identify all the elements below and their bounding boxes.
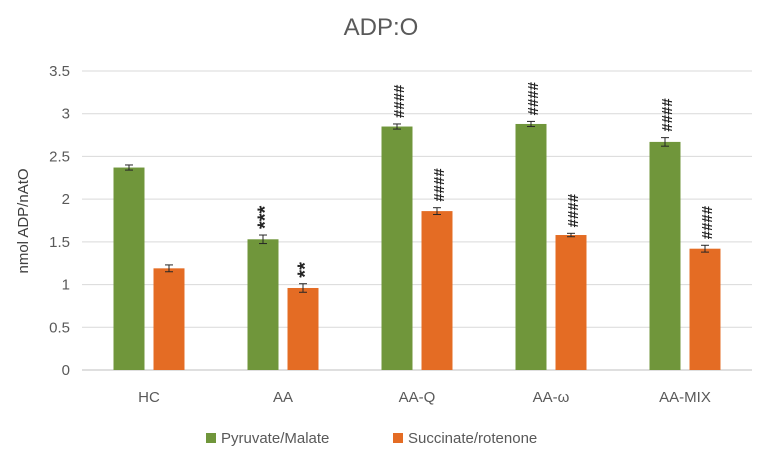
y-axis-ticks: 0 0.5 1 1.5 2 2.5 3 3.5 — [49, 63, 70, 379]
significance-annotation: #### — [525, 81, 542, 115]
bar — [421, 211, 453, 370]
bar — [515, 123, 547, 370]
x-category-label: AA — [273, 389, 293, 406]
bars: *****######################## — [113, 81, 721, 371]
significance-annotation: ** — [294, 262, 316, 278]
bar — [287, 287, 319, 370]
y-tick-label: 3.5 — [49, 63, 70, 80]
legend-swatch — [393, 433, 403, 443]
bar — [381, 126, 413, 371]
significance-annotation: *** — [254, 205, 276, 229]
y-tick-label: 0 — [62, 362, 70, 379]
y-axis-label: nmol ADP/nAtO — [15, 168, 32, 273]
gridlines — [82, 70, 752, 371]
x-category-label: HC — [138, 389, 160, 406]
bar — [247, 239, 279, 370]
x-axis-categories: HC AA AA-Q AA-ω AA-MIX — [138, 389, 711, 406]
significance-annotation: #### — [391, 84, 408, 118]
bar — [555, 235, 587, 370]
y-tick-label: 2 — [62, 191, 70, 208]
legend-swatch — [206, 433, 216, 443]
chart-title: ADP:O — [344, 14, 419, 41]
significance-annotation: #### — [659, 98, 676, 132]
x-category-label: AA-MIX — [659, 389, 711, 406]
bar — [153, 268, 185, 370]
x-category-label: AA-Q — [399, 389, 436, 406]
bar — [689, 248, 721, 370]
y-tick-label: 2.5 — [49, 148, 70, 165]
significance-annotation: #### — [699, 205, 716, 239]
significance-annotation: #### — [565, 193, 582, 227]
bar — [113, 167, 145, 370]
x-category-label: AA-ω — [533, 389, 570, 406]
y-tick-label: 1.5 — [49, 234, 70, 251]
y-tick-label: 3 — [62, 106, 70, 123]
legend: Pyruvate/Malate Succinate/rotenone — [206, 430, 537, 447]
significance-annotation: #### — [431, 168, 448, 202]
legend-label: Pyruvate/Malate — [221, 430, 329, 447]
y-tick-label: 1 — [62, 277, 70, 294]
bar — [649, 141, 681, 370]
legend-label: Succinate/rotenone — [408, 430, 537, 447]
y-tick-label: 0.5 — [49, 319, 70, 336]
